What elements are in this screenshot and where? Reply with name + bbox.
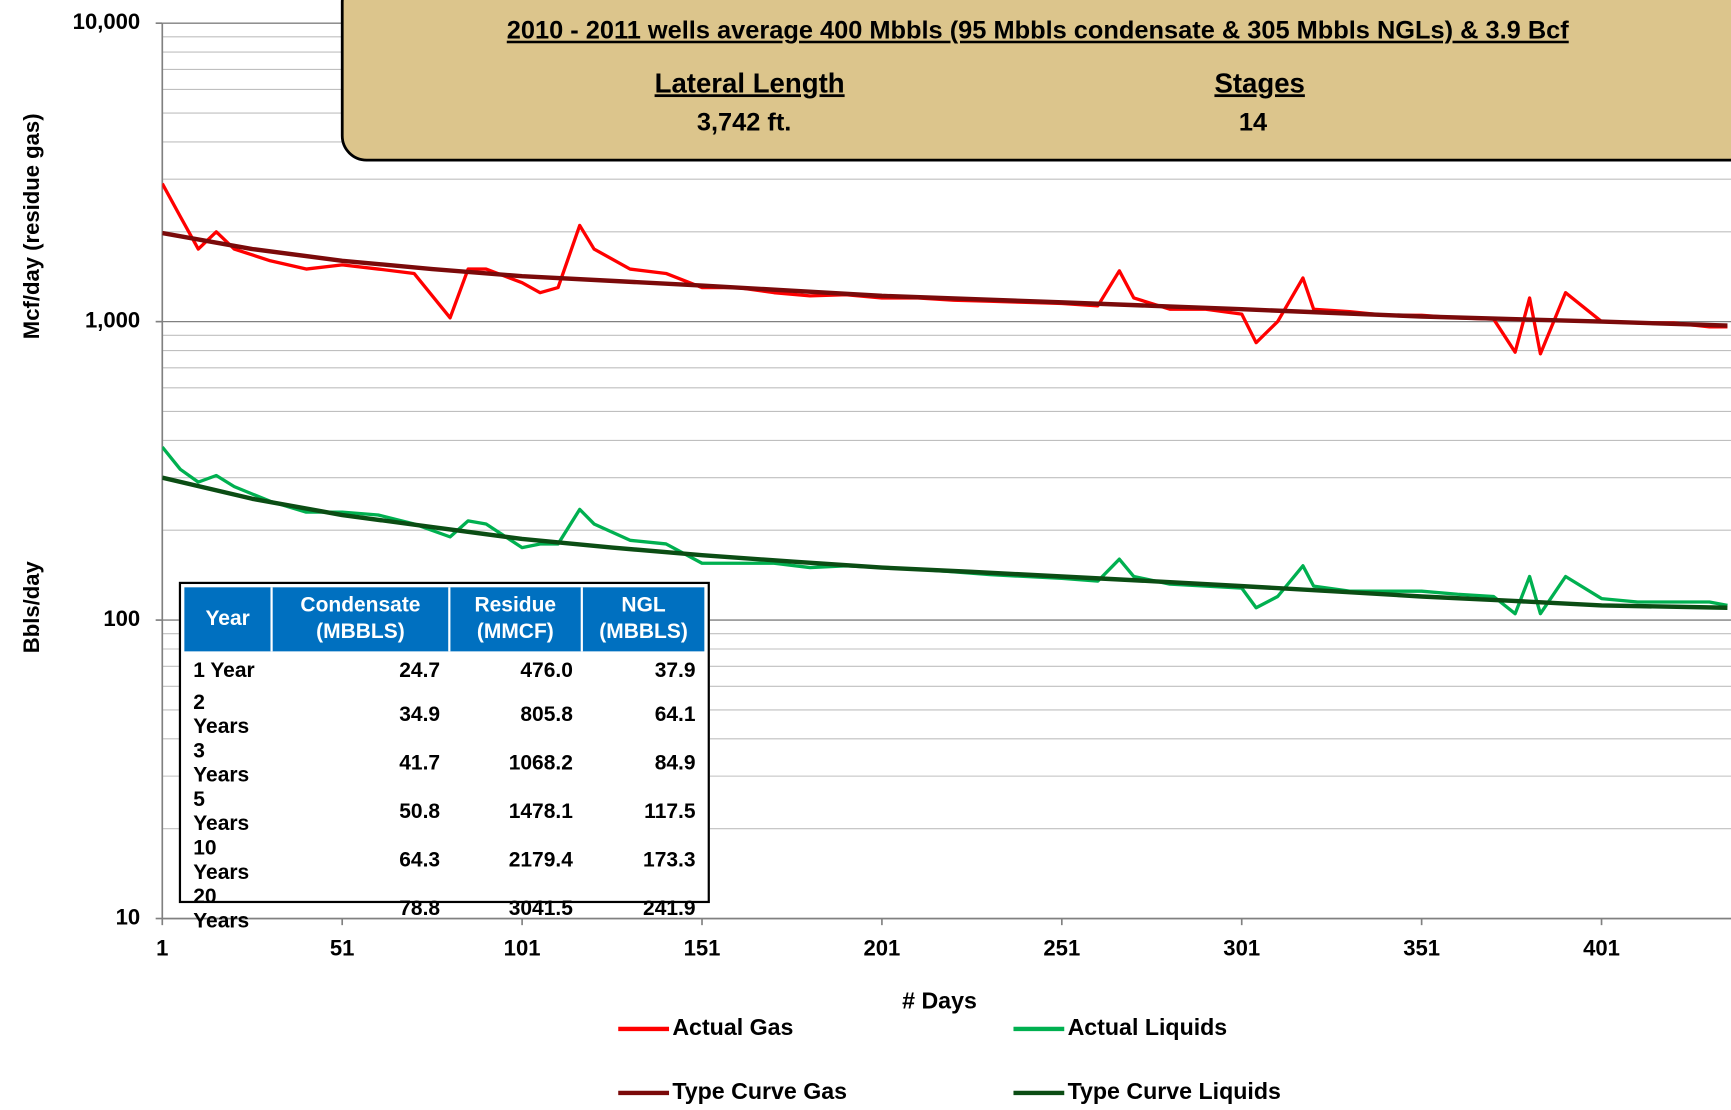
summary-table: Year Condensate (MBBLS) Residue (MMCF) NGL …: [178, 581, 710, 933]
stages-label: Stages: [1214, 67, 1304, 98]
x-tick-label: 1: [156, 935, 168, 960]
legend-label: Type Curve Liquids: [1068, 1078, 1281, 1104]
table-body: 1 Year 24.7 476.0 37.9 2 Years 34.9 805.8 64.1 3…: [184, 651, 704, 934]
legend-label: Type Curve Gas: [672, 1078, 847, 1104]
header-cell: Year: [184, 587, 274, 652]
table-cell: 1068.2: [508, 751, 573, 776]
table-cell: 10 Years: [193, 836, 250, 885]
x-tick-label: 301: [1223, 935, 1260, 960]
y-tick-label: 10: [116, 904, 141, 929]
table-row: 5 Years 50.8 1478.1 117.5: [184, 788, 704, 837]
table-cell: 78.8: [399, 897, 441, 921]
table-cell: 805.8: [520, 703, 573, 727]
plot: [162, 182, 1728, 616]
y-axis-label: Bbls/day: [19, 560, 44, 653]
y-axis-label: Mcf/day (residue gas): [19, 113, 44, 339]
table-row: 3 Years 41.7 1068.2 84.9: [184, 740, 704, 789]
x-axis-label: # Days: [902, 988, 977, 1014]
table-cell: 3041.5: [508, 897, 573, 921]
x-tick-label: 151: [684, 935, 721, 960]
table-cell: 5 Years: [193, 788, 250, 836]
table-cell: 20 Years: [193, 885, 250, 933]
table-cell: 173.3: [643, 848, 696, 873]
series-line: [162, 230, 1728, 328]
x-tick-label: 51: [330, 935, 355, 960]
table-cell: 34.9: [399, 703, 441, 727]
table-cell: 64.1: [654, 703, 696, 727]
table-cell: 476.0: [520, 659, 573, 683]
annotation-box: [340, 0, 1731, 162]
table-cell: 24.7: [399, 659, 441, 683]
table-row: 2 Years 34.9 805.8 64.1: [184, 691, 704, 740]
y-tick-label: 100: [103, 606, 140, 631]
header-cell: Residue (MMCF): [448, 587, 583, 652]
header-row: Year Condensate (MBBLS) Residue (MMCF) NGL …: [184, 587, 705, 652]
table-cell: 3 Years: [193, 739, 250, 788]
x-tick-label: 351: [1403, 935, 1440, 960]
header-cell: Condensate (MBBLS): [271, 587, 451, 652]
x-tick-label: 201: [863, 935, 900, 960]
y-tick-label: 1,000: [85, 307, 140, 332]
legend-label: Actual Liquids: [1068, 1014, 1228, 1040]
table-row: 20 Years 78.8 3041.5 241.9: [184, 885, 704, 934]
series-line: [162, 182, 1728, 356]
table-cell: 50.8: [399, 800, 441, 824]
table-cell: 37.9: [654, 659, 696, 683]
table-row: 10 Years 64.3 2179.4 173.3: [184, 837, 704, 886]
stages-value: 14: [1239, 108, 1267, 136]
table: Year Condensate (MBBLS) Residue (MMCF) NGL …: [184, 587, 705, 934]
legend-label: Actual Gas: [672, 1014, 793, 1040]
table-cell: 1 Year: [193, 659, 255, 683]
annotation-title: 2010 - 2011 wells average 400 Mbbls (95 …: [507, 17, 1569, 45]
header-cell: NGL (MBBLS): [581, 587, 705, 652]
lateral-label: Lateral Length: [655, 67, 845, 98]
table-cell: 1478.1: [508, 800, 573, 824]
table-cell: 117.5: [644, 800, 696, 824]
x-tick-label: 251: [1043, 935, 1080, 960]
series-line: [162, 475, 1728, 610]
table-cell: 2179.4: [508, 848, 573, 873]
table-row: 1 Year 24.7 476.0 37.9: [184, 651, 704, 691]
x-tick-label: 101: [504, 935, 541, 960]
table-cell: 2 Years: [193, 691, 250, 739]
table-cell: 64.3: [399, 848, 441, 873]
table-cell: 84.9: [654, 751, 696, 776]
x-tick-label: 401: [1583, 935, 1620, 960]
table-cell: 41.7: [399, 751, 441, 776]
lateral-value: 3,742 ft.: [697, 108, 792, 136]
y-tick-label: 10,000: [73, 9, 141, 34]
table-cell: 241.9: [643, 897, 696, 921]
